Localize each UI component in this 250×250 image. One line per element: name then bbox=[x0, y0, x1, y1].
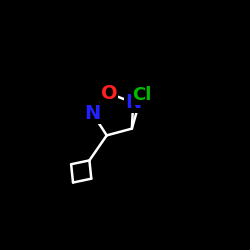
Text: N: N bbox=[125, 93, 141, 112]
Text: N: N bbox=[84, 104, 101, 123]
Text: O: O bbox=[100, 84, 117, 103]
Text: Cl: Cl bbox=[132, 86, 151, 104]
